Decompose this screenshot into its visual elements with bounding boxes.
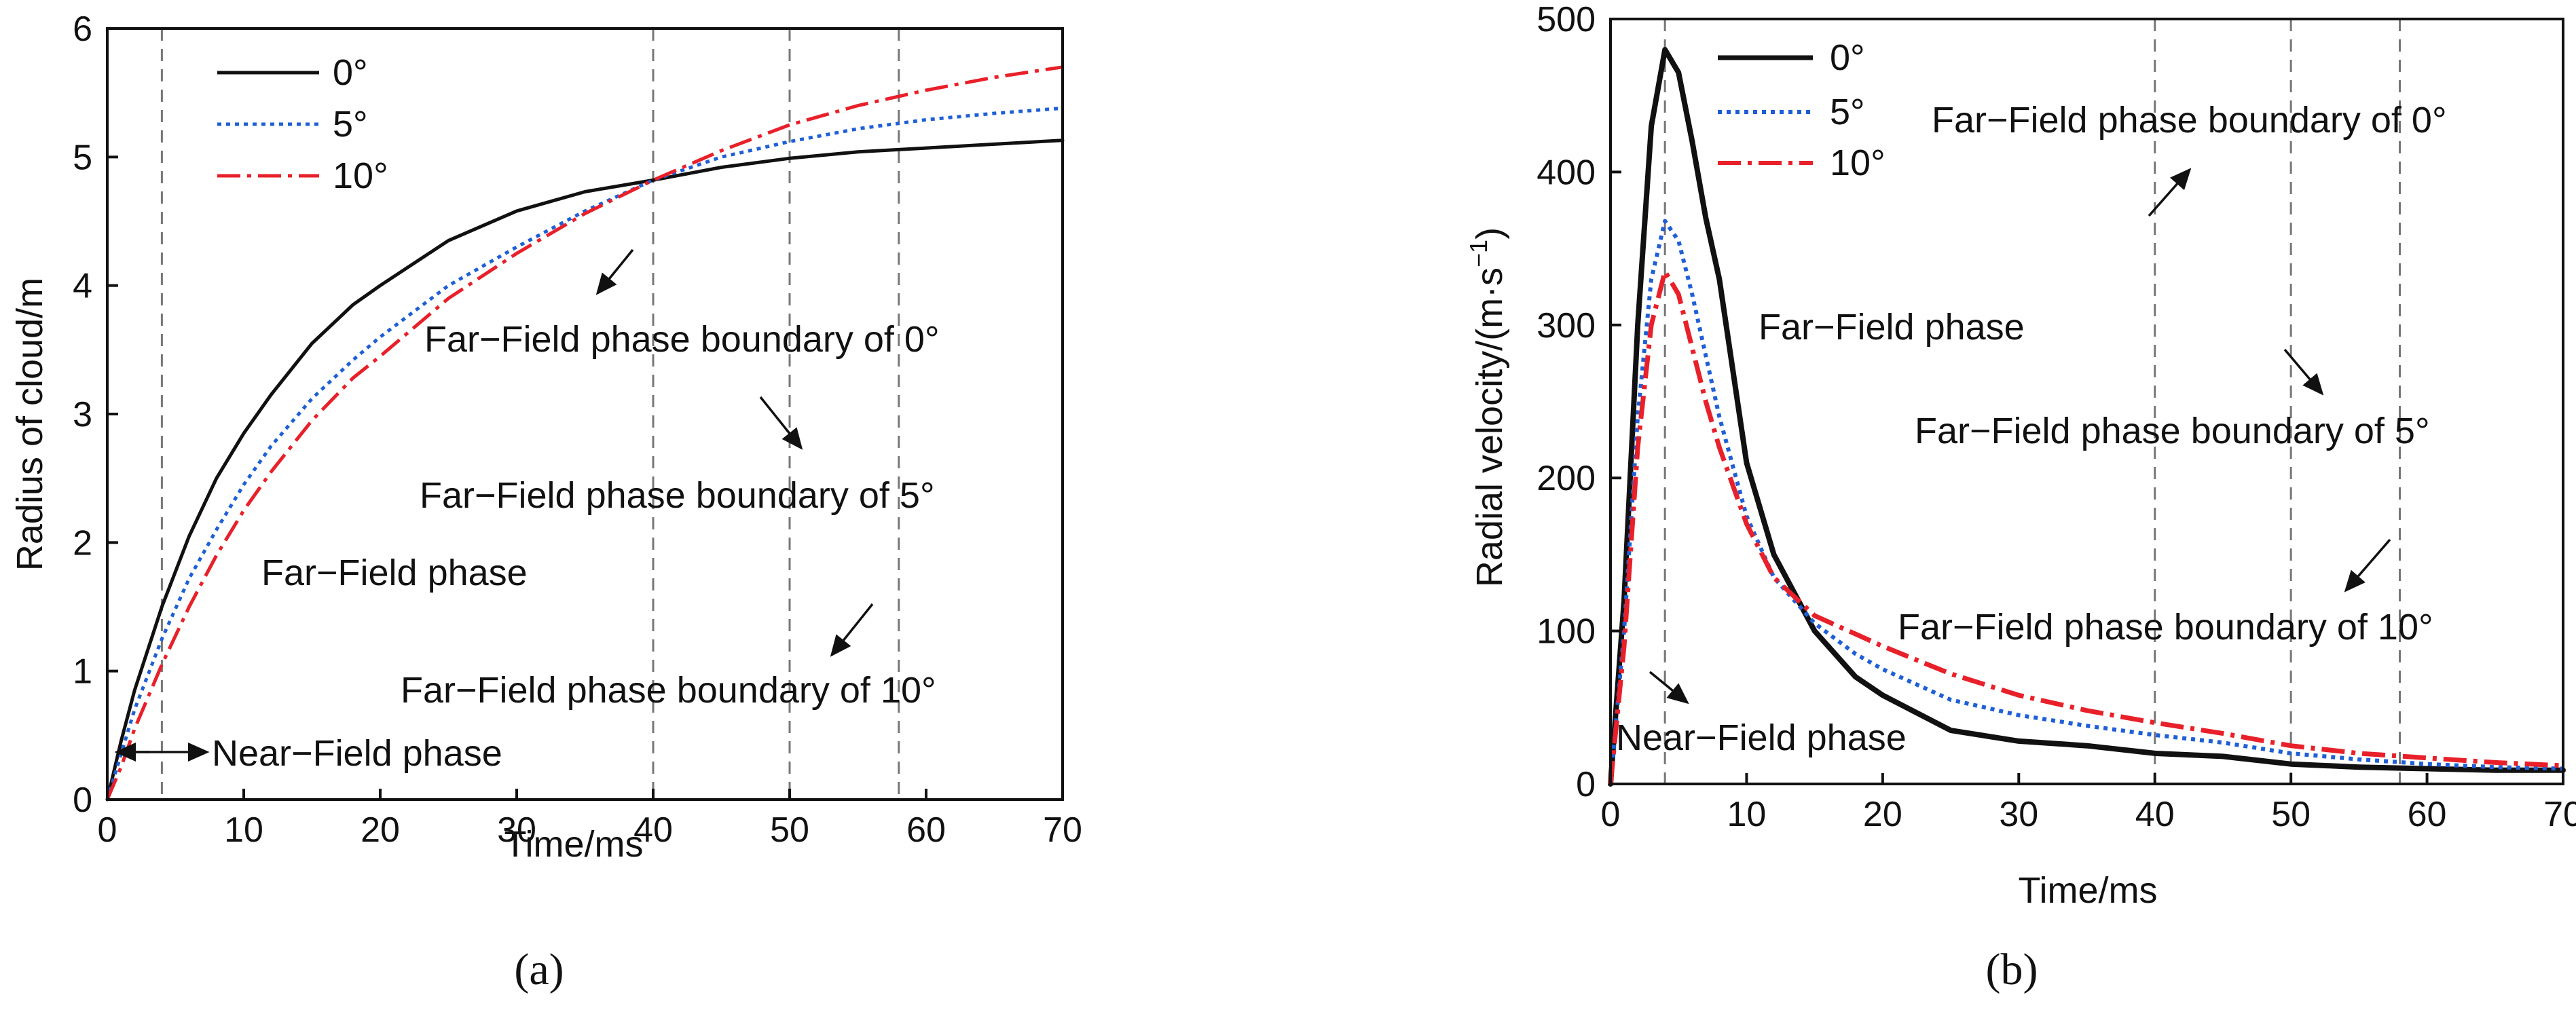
- chart-b-arrow-boundary-0: [2148, 168, 2192, 217]
- chart-a-legend-label-0: 0°: [333, 52, 368, 93]
- chart-b-x-tick-label-5: 50: [2271, 795, 2311, 834]
- chart-b-x-tick-label-7: 70: [2543, 795, 2576, 834]
- chart-a-x-tick-label-4: 40: [633, 810, 673, 850]
- chart-a-x-tick-label-5: 50: [770, 810, 809, 850]
- chart-a-legend-label-1: 5°: [333, 104, 368, 145]
- chart-a-arrows: [114, 248, 874, 762]
- chart-a-arrow-boundary-0: [595, 248, 634, 295]
- chart-b-arrow-boundary-5: [2283, 348, 2324, 396]
- chart-a-y-tick-label-2: 2: [73, 523, 92, 563]
- chart-b-series: [1608, 47, 2566, 787]
- chart-a-legend-label-2: 10°: [333, 155, 388, 196]
- chart-a-caption: (a): [514, 945, 564, 994]
- chart-b-legend-label-1: 5°: [1830, 92, 1865, 132]
- chart-b-y-axis-title: Radial velocity/(m·s−1): [1465, 227, 1510, 587]
- chart-b-y-axis-title-main: Radial velocity/(m·s: [1469, 267, 1510, 587]
- chart-a: 0 10 20 30 40 50 60 70 0 1 2 3 4 5 6 Time/ms Radius of…: [10, 10, 1082, 994]
- chart-b-series-0: [1608, 47, 2566, 787]
- chart-b-annotation-boundary-0: Far−Field phase boundary of 0°: [1932, 100, 2447, 140]
- chart-b-annotation-boundary-5: Far−Field phase boundary of 5°: [1915, 411, 2430, 451]
- chart-b-legend-label-2: 10°: [1830, 143, 1885, 183]
- chart-b-annotation-boundary-10: Far−Field phase boundary of 10°: [1898, 607, 2433, 648]
- chart-a-x-tick-label-1: 10: [224, 810, 263, 850]
- chart-a-y-tick-label-1: 1: [73, 652, 92, 692]
- chart-b-y-tick-label-4: 400: [1537, 153, 1596, 192]
- chart-b-series-1: [1608, 219, 2564, 785]
- chart-a-series-0: [105, 138, 1065, 802]
- chart-a-x-tick-label-7: 70: [1043, 810, 1082, 850]
- chart-b-x-tick-label-3: 30: [1999, 795, 2038, 834]
- chart-b-annotation-near-field: Near−Field phase: [1616, 717, 1907, 758]
- chart-a-annotation-far-field: Far−Field phase: [261, 552, 528, 593]
- chart-a-series-2: [105, 65, 1063, 800]
- chart-b-axes: [1609, 18, 2564, 785]
- chart-a-x-tick-label-6: 60: [906, 810, 946, 850]
- chart-a-annotation-boundary-10: Far−Field phase boundary of 10°: [401, 670, 936, 711]
- chart-a-x-axis-title: Time/ms: [504, 824, 644, 865]
- chart-b-arrows: [1649, 168, 2391, 705]
- chart-b-annotation-far-field: Far−Field phase: [1759, 307, 2025, 348]
- chart-a-x-tick-label-2: 20: [361, 810, 400, 850]
- chart-b-y-tick-label-5: 500: [1537, 0, 1596, 39]
- chart-b-arrow-near-field: [1649, 671, 1689, 705]
- chart-a-arrow-boundary-5: [759, 396, 803, 450]
- chart-b-legend-label-0: 0°: [1830, 37, 1865, 78]
- chart-b-y-tick-label-3: 300: [1537, 306, 1596, 345]
- chart-a-y-tick-label-6: 6: [73, 10, 92, 49]
- chart-a-annotation-near-field: Near−Field phase: [212, 733, 502, 774]
- chart-b-x-tick-label-4: 40: [2135, 795, 2175, 834]
- chart-a-annotation-boundary-5: Far−Field phase boundary of 5°: [420, 475, 935, 516]
- chart-b-y-tick-label-2: 200: [1537, 459, 1596, 498]
- chart-b-x-tick-label-1: 10: [1727, 795, 1767, 834]
- chart-b-arrow-boundary-10: [2344, 538, 2391, 593]
- chart-a-y-tick-label-0: 0: [73, 781, 92, 820]
- chart-a-annotation-boundary-0: Far−Field phase boundary of 0°: [424, 319, 940, 360]
- chart-a-x-tick-label-3: 30: [497, 810, 536, 850]
- chart-a-y-tick-label-4: 4: [73, 267, 92, 306]
- chart-a-x-tick-label-0: 0: [98, 810, 117, 850]
- chart-a-series: [105, 65, 1065, 802]
- chart-b-x-axis-title: Time/ms: [2019, 870, 2158, 911]
- chart-a-y-tick-label-3: 3: [73, 395, 92, 434]
- chart-b-series-2: [1608, 269, 2564, 785]
- chart-a-y-axis-title: Radius of cloud/m: [10, 278, 50, 571]
- chart-b-ticks: 0 10 20 30 40 50 60 70 0 100 200 300 400 500: [1537, 0, 2576, 834]
- chart-b-y-tick-label-0: 0: [1576, 765, 1596, 804]
- chart-b-y-tick-label-1: 100: [1537, 612, 1596, 652]
- chart-b-plot-frame: [1609, 18, 2564, 785]
- chart-a-y-tick-label-5: 5: [73, 138, 92, 177]
- chart-b-x-tick-label-2: 20: [1863, 795, 1902, 834]
- chart-b-y-axis-title-end: ): [1469, 227, 1510, 240]
- chart-a-series-1: [105, 106, 1063, 800]
- chart-b-x-tick-label-6: 60: [2408, 795, 2447, 834]
- chart-b-y-axis-title-sup: −1: [1465, 240, 1492, 267]
- chart-a-legend: 0° 5° 10°: [217, 52, 388, 196]
- chart-b-caption: (b): [1986, 945, 2038, 994]
- chart-a-ticks: 0 10 20 30 40 50 60 70 0 1 2 3 4 5 6: [73, 10, 1082, 850]
- chart-b-phase-lines: [1663, 19, 2401, 784]
- chart-b-legend: 0° 5° 10°: [1718, 37, 1885, 183]
- chart-a-arrow-boundary-10: [830, 603, 874, 657]
- chart-b-x-tick-label-0: 0: [1601, 795, 1621, 834]
